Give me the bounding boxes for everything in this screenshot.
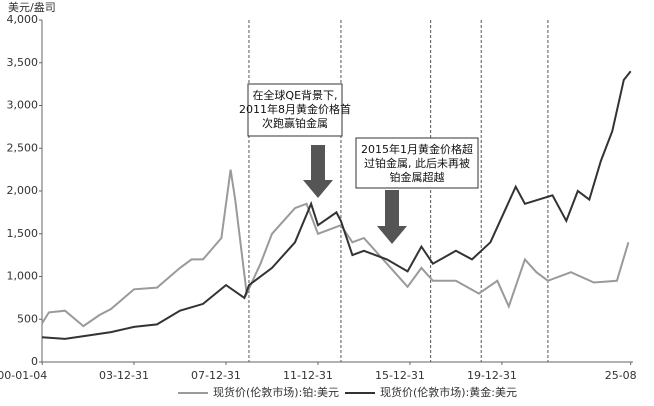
annotation-box (355, 137, 479, 189)
y-tick-label: 2,000 (7, 184, 39, 197)
x-tick-label: 00-01-04 (0, 369, 47, 382)
y-tick-label: 4,000 (7, 13, 39, 26)
legend-label: 现货价(伦敦市场):铂:美元 (213, 385, 339, 399)
annotation-box (247, 83, 343, 137)
arrow (303, 145, 333, 198)
y-tick-label: 2,500 (7, 141, 39, 154)
series-line (41, 169, 630, 328)
annotation-text: 铂金属超越 (390, 170, 445, 184)
y-tick-label: 3,500 (7, 56, 39, 69)
y-axis-title: 美元/盎司 (8, 0, 56, 14)
y-tick-label: 1,500 (7, 227, 39, 240)
annotation-text: 次跑赢铂金属 (262, 116, 328, 130)
x-tick-label: 25-08 (605, 369, 637, 382)
y-tick-label: 0 (31, 355, 38, 368)
x-tick-label: 15-12-31 (375, 369, 425, 382)
annotation-text: 过铂金属, 此后未再被 (364, 156, 470, 170)
annotation-text: 2015年1月黄金价格超 (361, 142, 473, 156)
y-tick-label: 500 (17, 312, 38, 325)
annotation-text: 2011年8月黄金价格首 (239, 102, 351, 116)
y-tick-label: 3,000 (7, 99, 39, 112)
x-tick-label: 19-12-31 (467, 369, 517, 382)
arrow (377, 190, 407, 244)
y-tick-label: 1,000 (7, 270, 39, 283)
series-line (41, 70, 632, 340)
x-tick-label: 11-12-31 (283, 369, 333, 382)
x-tick-label: 07-12-31 (191, 369, 241, 382)
legend-label: 现货价(伦敦市场):黄金:美元 (380, 385, 517, 399)
x-tick-label: 03-12-31 (99, 369, 149, 382)
annotation-text: 在全球QE背景下, (252, 88, 337, 102)
